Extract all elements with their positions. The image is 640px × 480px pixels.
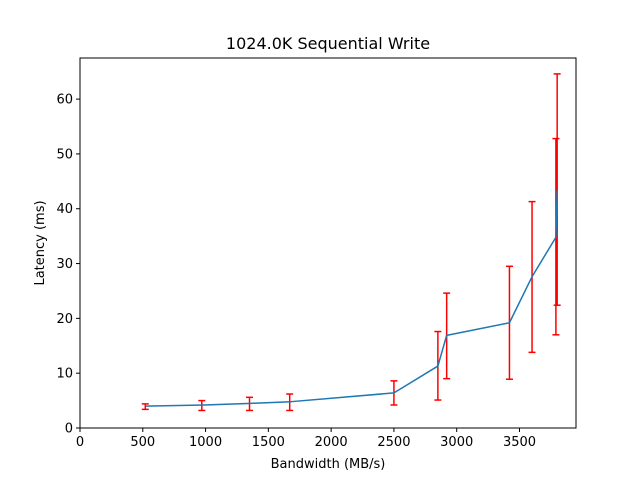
- plot-area: [79, 57, 577, 429]
- y-tick-label: 60: [56, 93, 73, 108]
- error-bars: [141, 73, 561, 412]
- chart-title: 1024.0K Sequential Write: [226, 34, 430, 53]
- error-bar: [141, 403, 149, 411]
- x-axis: 0 500 1000 1500 2000 2500 3000 3500: [76, 428, 536, 450]
- x-tick-label: 1500: [252, 435, 285, 450]
- error-bar: [553, 73, 561, 306]
- x-axis-label: Bandwidth (MB/s): [271, 457, 386, 472]
- y-axis: 0 10 20 30 40 50 60: [56, 93, 80, 437]
- x-tick-label: 3000: [440, 435, 473, 450]
- x-tick-label: 500: [130, 435, 155, 450]
- x-tick-label: 2000: [315, 435, 348, 450]
- x-tick-label: 3500: [503, 435, 536, 450]
- y-tick-label: 30: [56, 257, 73, 272]
- y-tick-label: 40: [56, 202, 73, 217]
- series-layer: [145, 190, 558, 407]
- x-tick-label: 1000: [189, 435, 222, 450]
- series-line: [145, 190, 558, 407]
- x-tick-label: 0: [76, 435, 84, 450]
- x-tick-label: 2500: [377, 435, 410, 450]
- y-tick-label: 10: [56, 367, 73, 382]
- y-tick-label: 20: [56, 312, 73, 327]
- y-tick-label: 50: [56, 147, 73, 162]
- y-axis-label: Latency (ms): [33, 200, 48, 285]
- y-tick-label: 0: [65, 422, 73, 437]
